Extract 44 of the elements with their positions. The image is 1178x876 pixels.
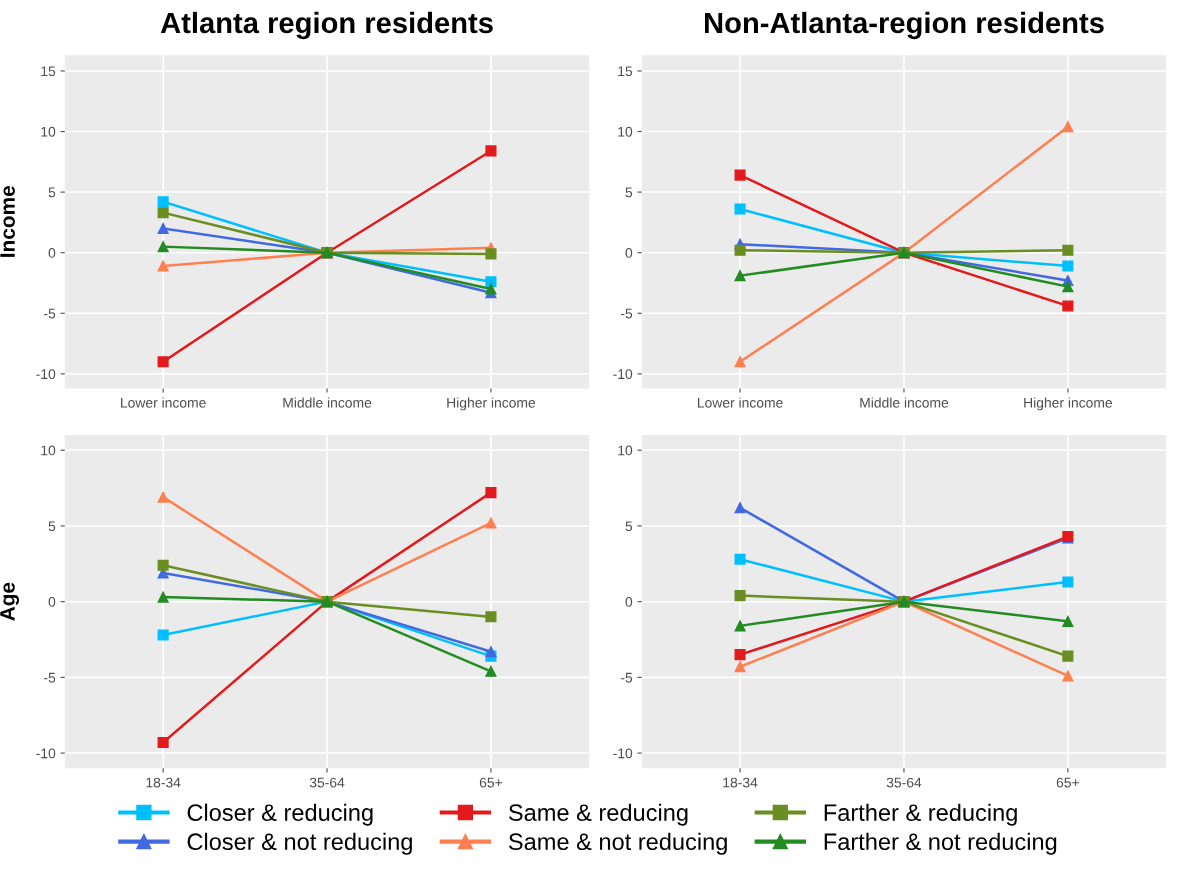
x-tick-label: Higher income xyxy=(1024,397,1113,411)
y-tick-label: 0 xyxy=(48,248,56,258)
y-tick-label: 15 xyxy=(41,66,56,77)
y-tick-label: -10 xyxy=(613,369,633,380)
y-tick-label: 5 xyxy=(625,187,633,198)
y-tick-label: -10 xyxy=(36,369,56,380)
y-tick-label: -5 xyxy=(620,308,633,319)
x-tick-label: Lower income xyxy=(121,397,206,408)
legend-label: Closer & reducing xyxy=(187,803,373,826)
legend-label: Same & not reducing xyxy=(508,832,727,855)
x-tick-label: Middle income xyxy=(283,397,372,408)
y-tick-label: 10 xyxy=(618,126,633,137)
y-tick-label: -5 xyxy=(44,308,56,319)
x-tick-label: 35-64 xyxy=(886,777,922,788)
x-tick-label: 65+ xyxy=(1056,777,1079,788)
y-tick-label: 10 xyxy=(618,445,633,456)
x-tick-label: 18-34 xyxy=(723,777,758,788)
y-tick-label: 0 xyxy=(625,596,633,607)
y-tick-label: -5 xyxy=(620,672,633,683)
y-axis-title: Income xyxy=(0,186,15,257)
chart-title: Atlanta region residents xyxy=(160,11,493,40)
y-tick-label: 10 xyxy=(41,445,56,456)
x-tick-label: Lower income xyxy=(697,397,783,408)
legend-label: Closer & not reducing xyxy=(187,832,412,855)
legend-label: Farther & reducing xyxy=(824,803,1017,826)
x-tick-label: Higher income xyxy=(447,397,536,411)
y-tick-label: 5 xyxy=(625,521,633,532)
legend-label: Same & reducing xyxy=(508,803,688,826)
chart-title: Non-Atlanta-region residents xyxy=(705,11,1104,40)
y-tick-label: 5 xyxy=(48,521,56,532)
y-tick-label: 5 xyxy=(48,187,56,198)
x-tick-label: 18-34 xyxy=(146,777,181,788)
y-tick-label: -5 xyxy=(44,672,56,683)
x-tick-label: 35-64 xyxy=(309,777,345,788)
y-tick-label: 0 xyxy=(48,596,56,607)
legend-label: Farther & not reducing xyxy=(824,832,1057,855)
x-tick-label: Middle income xyxy=(860,397,949,408)
x-tick-label: 65+ xyxy=(479,777,503,788)
y-axis-title: Age xyxy=(0,582,20,621)
y-tick-label: 15 xyxy=(618,66,633,77)
y-tick-label: -10 xyxy=(613,748,633,759)
y-tick-label: -10 xyxy=(36,748,56,759)
y-tick-label: 10 xyxy=(41,126,56,137)
y-tick-label: 0 xyxy=(625,248,633,258)
